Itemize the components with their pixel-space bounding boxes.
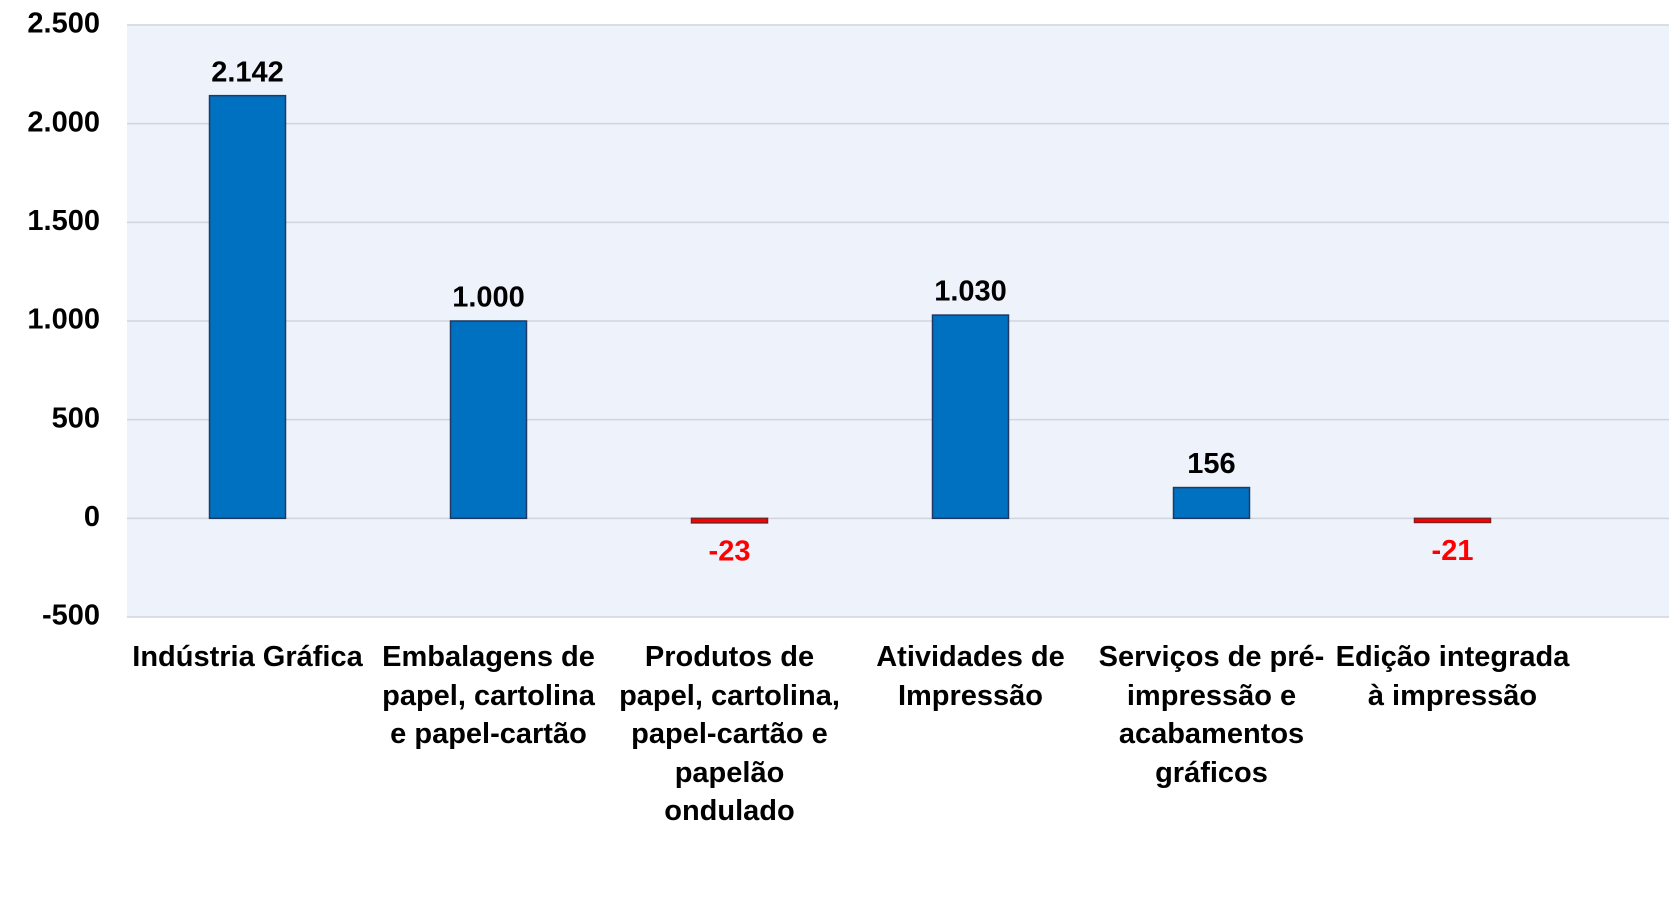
bar (690, 517, 769, 524)
y-tick-label: 2.500 (27, 8, 100, 40)
x-tick-label: Produtos de papel, cartolina, papel-cart… (619, 641, 840, 827)
data-label: 1.000 (452, 282, 525, 314)
data-label: 1.030 (934, 276, 1007, 308)
y-tick-label: 1.500 (27, 205, 100, 237)
y-tick-label: 1.000 (27, 304, 100, 336)
data-label: -23 (709, 536, 751, 568)
x-tick-label: Embalagens de papel, cartolina e papel-c… (382, 641, 595, 750)
bar (931, 314, 1010, 520)
y-tick-label: 0 (84, 501, 100, 533)
y-tick-label: -500 (42, 600, 100, 632)
y-tick-label: 2.000 (27, 106, 100, 138)
bar (208, 94, 287, 520)
x-tick-label: Serviços de pré-impressão e acabamentos … (1098, 641, 1325, 789)
data-label: 156 (1187, 448, 1235, 480)
bar (1413, 517, 1492, 524)
data-label: 2.142 (211, 56, 284, 88)
y-tick-label: 500 (52, 402, 100, 434)
x-tick-label: Edição integrada à impressão (1335, 641, 1570, 712)
x-tick-label: Indústria Gráfica (132, 641, 363, 673)
bar (1172, 486, 1251, 520)
x-tick-label: Atividades de Impressão (876, 641, 1065, 712)
data-label: -21 (1432, 535, 1474, 567)
bar (449, 320, 528, 520)
